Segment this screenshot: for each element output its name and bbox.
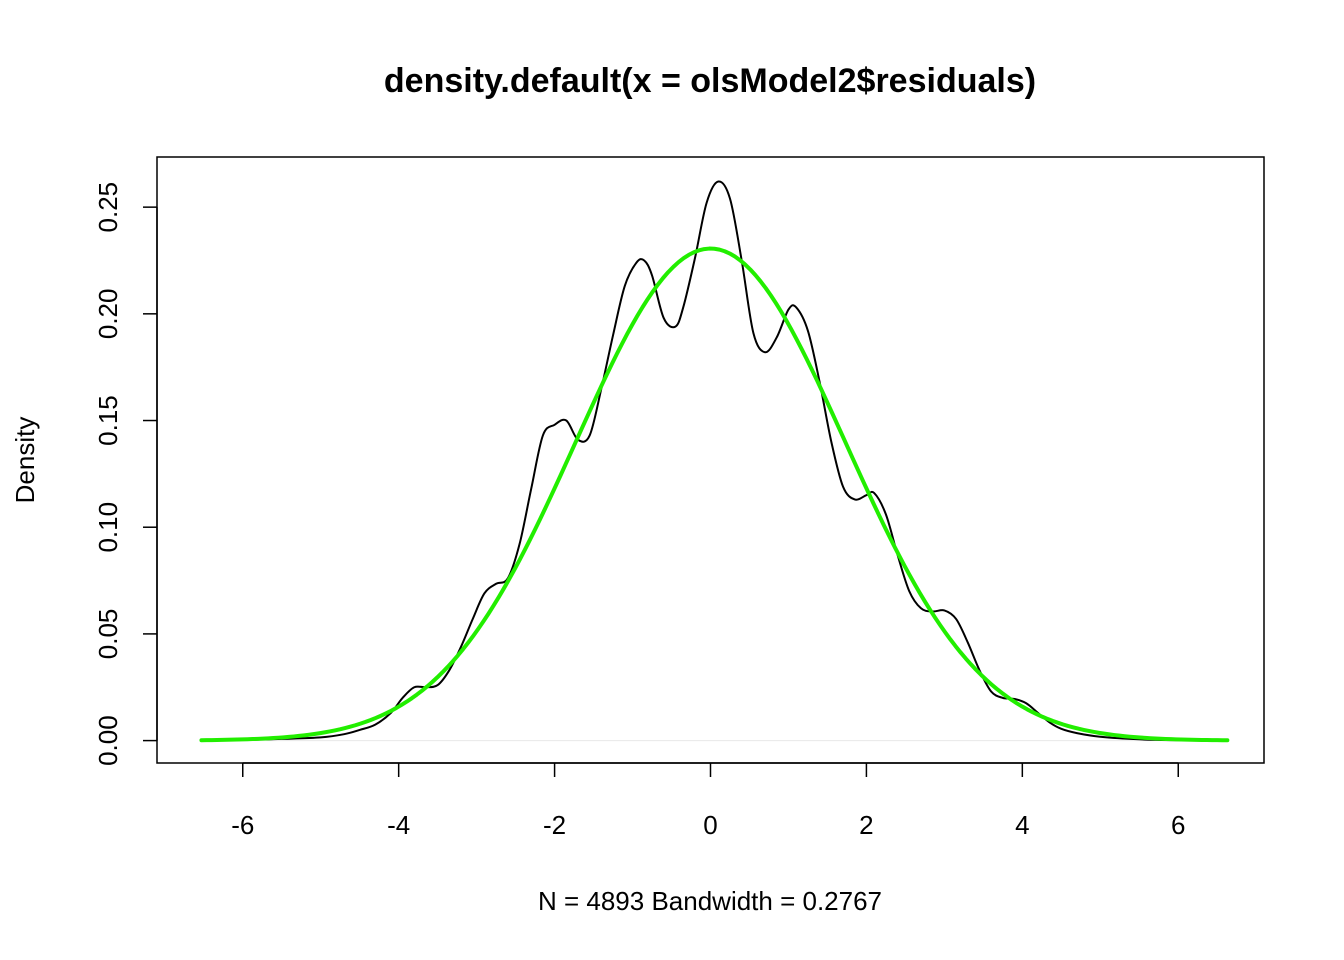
y-tick-label: 0.10 (93, 502, 123, 553)
chart-title: density.default(x = olsModel2$residuals) (384, 62, 1036, 100)
x-axis-label: N = 4893 Bandwidth = 0.2767 (538, 886, 882, 916)
normal-curve (199, 246, 1230, 743)
x-tick-label: 2 (859, 810, 873, 840)
x-tick-label: 6 (1171, 810, 1185, 840)
y-tick-label: 0.05 (93, 609, 123, 660)
series-layer (199, 180, 1230, 743)
y-axis-label: Density (10, 417, 40, 504)
y-axis: 0.00 0.05 0.10 0.15 0.20 0.25 (93, 182, 158, 766)
y-tick-label: 0.25 (93, 182, 123, 233)
y-tick-label: 0.00 (93, 715, 123, 766)
y-tick-label: 0.15 (93, 395, 123, 446)
x-tick-label: 4 (1015, 810, 1029, 840)
x-tick-label: -6 (231, 810, 254, 840)
density-curve (201, 180, 1228, 742)
y-tick-label: 0.20 (93, 289, 123, 340)
x-tick-label: -2 (543, 810, 566, 840)
x-axis: -6 -4 -2 0 2 4 6 (231, 762, 1185, 840)
x-tick-label: -4 (387, 810, 410, 840)
x-tick-label: 0 (703, 810, 717, 840)
